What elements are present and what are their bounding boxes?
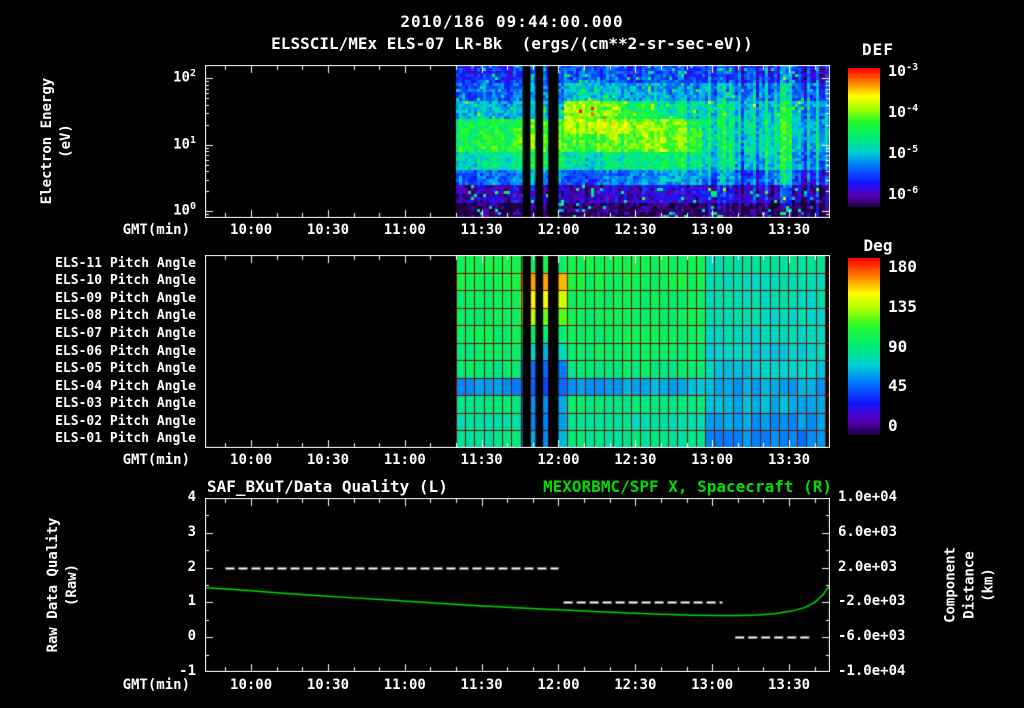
timeseries-canvas xyxy=(205,498,830,672)
energy-tick-label: 102 xyxy=(173,68,196,86)
time-tick-label: 11:30 xyxy=(460,677,503,693)
raw-data-quality-axis-label: Raw Data Quality (Raw) xyxy=(45,517,80,653)
time-tick-label: 11:30 xyxy=(460,222,503,238)
quality-tick-label: 1 xyxy=(187,593,196,610)
pitch-row-label: ELS-09 Pitch Angle xyxy=(55,290,196,306)
time-tick-label: 10:00 xyxy=(230,222,273,238)
time-tick-label: 12:30 xyxy=(614,677,657,693)
gmt-axis-label-bottom: GMT(min) xyxy=(122,677,190,693)
def-tick-label: 10-3 xyxy=(888,62,919,81)
pitch-row-label: ELS-10 Pitch Angle xyxy=(55,273,196,289)
def-tick-label: 10-4 xyxy=(888,102,919,121)
time-tick-label: 13:00 xyxy=(691,222,734,238)
deg-tick-label: 180 xyxy=(888,256,917,276)
distance-tick-label: 2.0e+03 xyxy=(838,558,898,575)
time-tick-label: 10:00 xyxy=(230,677,273,693)
pitch-row-label: ELS-08 Pitch Angle xyxy=(55,308,196,324)
component-distance-axis-label: Component Distance (km) xyxy=(942,547,997,623)
pitch-row-label: ELS-11 Pitch Angle xyxy=(55,255,196,271)
gmt-axis-label-top: GMT(min) xyxy=(122,222,190,238)
deg-tick-label: 0 xyxy=(888,416,898,436)
time-tick-label: 13:00 xyxy=(691,677,734,693)
deg-tick-label: 45 xyxy=(888,376,908,396)
distance-tick-label: 1.0e+04 xyxy=(838,489,898,505)
timestamp-title: 2010/186 09:44:00.000 xyxy=(400,12,624,31)
pitch-row-label: ELS-06 Pitch Angle xyxy=(55,343,196,359)
quality-tick-label: -1 xyxy=(179,663,196,679)
distance-tick-label: 6.0e+03 xyxy=(838,523,898,540)
gmt-axis-label-middle: GMT(min) xyxy=(122,452,190,468)
time-tick-label: 12:00 xyxy=(537,222,580,238)
time-tick-label: 12:00 xyxy=(537,677,580,693)
time-tick-label: 13:30 xyxy=(767,222,811,238)
quality-tick-label: 0 xyxy=(187,628,196,645)
distance-tick-label: -2.0e+03 xyxy=(838,593,906,610)
deg-tick-label: 90 xyxy=(888,336,908,356)
distance-tick-label: -6.0e+03 xyxy=(838,628,906,645)
def-tick-label: 10-5 xyxy=(888,143,919,162)
electron-energy-axis-label: Electron Energy (eV) xyxy=(39,77,74,205)
time-tick-label: 13:30 xyxy=(767,677,811,693)
energy-tick-label: 101 xyxy=(173,134,196,153)
quality-tick-label: 4 xyxy=(187,489,196,505)
time-tick-label: 11:00 xyxy=(383,222,426,238)
energy-tick-label: 100 xyxy=(173,201,196,219)
deg-tick-label: 135 xyxy=(888,296,917,316)
left-series-title: SAF_BXuT/Data Quality (L) xyxy=(207,477,448,496)
quality-tick-label: 2 xyxy=(187,558,196,575)
quality-tick-label: 3 xyxy=(187,523,196,540)
def-tick-label: 10-6 xyxy=(888,184,919,203)
time-tick-label: 11:00 xyxy=(383,452,426,468)
time-tick-label: 10:30 xyxy=(306,677,350,693)
time-tick-label: 10:30 xyxy=(306,222,350,238)
time-tick-label: 13:30 xyxy=(767,452,811,468)
time-tick-label: 10:30 xyxy=(306,452,350,468)
pitch-row-label: ELS-03 Pitch Angle xyxy=(55,396,196,412)
def-colorbar-title: DEF xyxy=(862,40,894,59)
pitch-row-label: ELS-02 Pitch Angle xyxy=(55,413,196,429)
time-tick-label: 12:30 xyxy=(614,452,657,468)
time-tick-label: 12:00 xyxy=(537,452,580,468)
time-tick-label: 13:00 xyxy=(691,452,734,468)
pitch-row-label: ELS-05 Pitch Angle xyxy=(55,361,196,377)
distance-tick-label: -1.0e+04 xyxy=(838,663,906,679)
pitch-angle-canvas xyxy=(205,255,830,448)
energy-spectrogram-canvas xyxy=(205,65,830,218)
time-tick-label: 11:00 xyxy=(383,677,426,693)
right-series-title: MEXORBMC/SPF X, Spacecraft (R) xyxy=(543,477,832,496)
deg-colorbar-canvas xyxy=(848,258,880,435)
pitch-row-label: ELS-01 Pitch Angle xyxy=(55,431,196,447)
time-tick-label: 10:00 xyxy=(230,452,273,468)
time-tick-label: 12:30 xyxy=(614,222,657,238)
def-colorbar-canvas xyxy=(848,68,880,207)
pitch-row-label: ELS-07 Pitch Angle xyxy=(55,325,196,341)
main-title: ELSSCIL/MEx ELS-07 LR-Bk (ergs/(cm**2-sr… xyxy=(271,34,753,53)
time-tick-label: 11:30 xyxy=(460,452,503,468)
deg-colorbar-title: Deg xyxy=(863,236,893,255)
pitch-row-label: ELS-04 Pitch Angle xyxy=(55,378,196,394)
